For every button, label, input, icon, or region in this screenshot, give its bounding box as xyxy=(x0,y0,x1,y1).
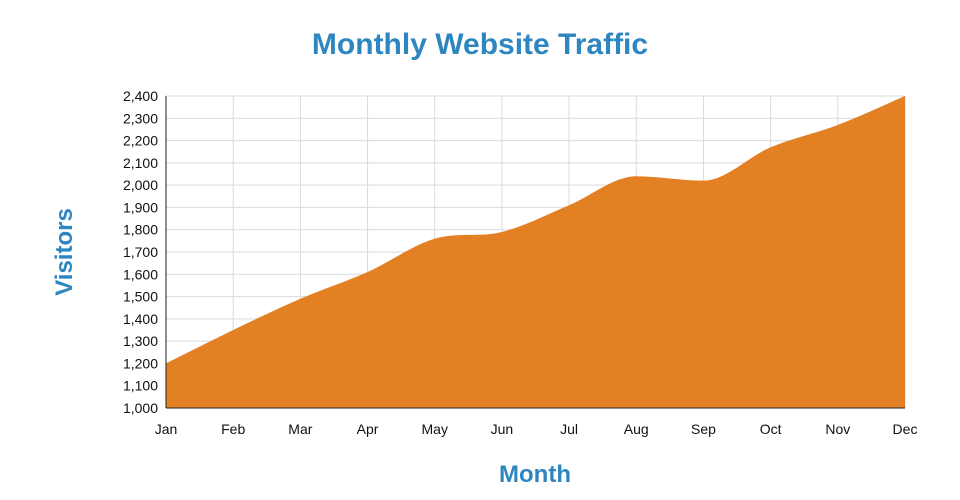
x-tick-label: Jan xyxy=(155,421,178,437)
x-tick-label: Dec xyxy=(893,421,918,437)
x-tick-label: Sep xyxy=(691,421,716,437)
y-tick-label: 1,700 xyxy=(123,244,158,260)
y-tick-label: 2,200 xyxy=(123,133,158,149)
y-axis-title: Visitors xyxy=(51,208,78,296)
y-tick-label: 1,000 xyxy=(123,400,158,416)
y-tick-label: 1,200 xyxy=(123,355,158,371)
x-tick-label: Oct xyxy=(760,421,782,437)
y-tick-labels: 1,000 1,100 1,200 1,300 1,400 1,500 1,600 1,700… xyxy=(123,88,158,416)
y-tick-label: 1,500 xyxy=(123,289,158,305)
y-tick-label: 1,300 xyxy=(123,333,158,349)
y-tick-label: 2,300 xyxy=(123,110,158,126)
x-tick-label: Nov xyxy=(825,421,850,437)
y-tick-label: 1,100 xyxy=(123,378,158,394)
y-tick-label: 1,800 xyxy=(123,222,158,238)
x-tick-label: Aug xyxy=(624,421,649,437)
y-tick-label: 1,600 xyxy=(123,266,158,282)
y-tick-label: 1,900 xyxy=(123,199,158,215)
axes xyxy=(165,96,905,409)
y-tick-label: 2,100 xyxy=(123,155,158,171)
x-tick-label: Jun xyxy=(491,421,514,437)
x-tick-label: Mar xyxy=(288,421,312,437)
x-tick-label: Apr xyxy=(357,421,379,437)
y-tick-label: 2,000 xyxy=(123,177,158,193)
chart-title: Monthly Website Traffic xyxy=(312,28,648,61)
x-tick-labels: Jan Feb Mar Apr May Jun Jul Aug Sep Oct Nov Dec xyxy=(155,421,918,437)
y-tick-label: 2,400 xyxy=(123,88,158,104)
x-tick-label: May xyxy=(422,421,448,437)
y-tick-label: 1,400 xyxy=(123,311,158,327)
x-axis-title: Month xyxy=(499,461,571,488)
x-tick-label: Feb xyxy=(221,421,245,437)
visitors-area xyxy=(166,96,905,408)
x-tick-label: Jul xyxy=(560,421,578,437)
